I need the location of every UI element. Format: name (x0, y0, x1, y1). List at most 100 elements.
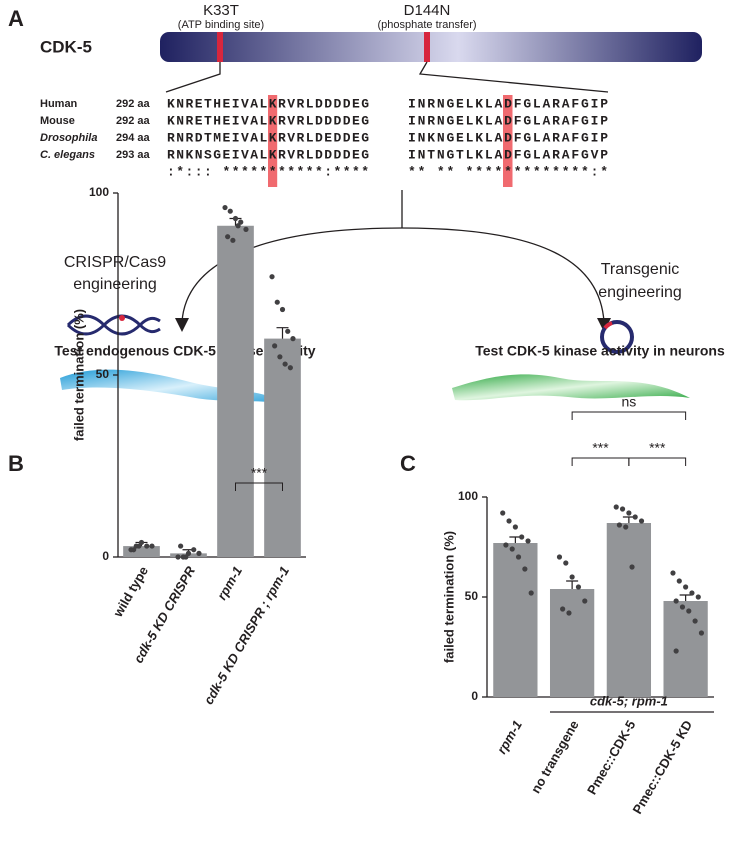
data-point (196, 550, 202, 556)
protein-bar (160, 32, 702, 62)
significance-bracket (571, 457, 630, 466)
data-point (563, 560, 569, 566)
data-point (225, 234, 231, 240)
test-label: Test CDK-5 kinase activity in neurons (475, 343, 725, 359)
data-point (629, 564, 635, 570)
worm (60, 369, 290, 405)
data-point (575, 584, 582, 590)
sequence: KNRETHEIVALKRVRLDDDDEG (167, 113, 369, 128)
y-tick-label: 100 (89, 185, 109, 199)
mutation-site (424, 32, 430, 62)
data-point (509, 546, 515, 552)
data-point (670, 570, 676, 576)
sequence: RNRDTMEIVALKRVRLDEDDEG (167, 130, 369, 145)
x-tick-label: cdk-5 KD CRISPR ; rpm-1 (201, 564, 292, 707)
x-tick-label: rpm-1 (494, 718, 525, 757)
data-point (689, 590, 695, 596)
panel-label: B (8, 451, 24, 476)
method-label: CRISPR/Cas9 (64, 254, 166, 271)
data-point (638, 518, 645, 524)
data-point (623, 524, 629, 530)
bar (493, 543, 538, 697)
data-point (282, 361, 288, 367)
data-point (679, 604, 686, 610)
data-point (673, 648, 679, 654)
sequence: KNRETHEIVALKRVRLDDDDEG (167, 96, 369, 111)
data-point (512, 524, 518, 530)
mutation-site-label: (ATP binding site) (178, 19, 264, 31)
data-point (616, 522, 622, 528)
bar (663, 601, 708, 697)
y-tick-label: 0 (102, 549, 109, 563)
y-axis-label: failed termination (%) (441, 531, 456, 663)
sequence: INTNGTLKLADFGLARAFGVP (408, 147, 608, 162)
data-point (272, 343, 278, 349)
significance-label: *** (251, 465, 268, 481)
length: 292 aa (116, 115, 151, 127)
zoom-line (418, 61, 609, 93)
data-point (503, 542, 509, 548)
data-point (515, 554, 522, 560)
panel-label: C (400, 451, 416, 476)
x-tick-label: Pmec::CDK-5 KD (629, 718, 695, 817)
protein-name: CDK-5 (40, 37, 92, 56)
arrowhead (597, 318, 611, 332)
length: 292 aa (116, 98, 151, 110)
x-tick-label: Pmec::CDK-5 (584, 718, 639, 797)
x-tick-label: rpm-1 (214, 564, 245, 603)
data-point (626, 510, 632, 516)
data-point (183, 554, 189, 560)
species: Mouse (40, 115, 75, 127)
data-point (191, 547, 197, 553)
data-point (676, 578, 682, 584)
worm (452, 374, 690, 401)
error-bar (679, 594, 692, 601)
data-point (519, 534, 525, 540)
y-tick-label: 100 (458, 489, 478, 503)
bar (549, 589, 595, 697)
species: Human (40, 98, 78, 110)
highlight (503, 95, 513, 187)
method-label: engineering (73, 276, 157, 293)
data-point (178, 543, 184, 549)
significance-label: *** (649, 440, 666, 456)
data-point (230, 237, 236, 243)
data-point (560, 606, 566, 612)
consensus: ** ** *************:* (408, 164, 608, 179)
dna-strand (66, 314, 161, 336)
mutation-site-label: (phosphate transfer) (377, 19, 476, 31)
data-point (613, 504, 619, 510)
highlight (268, 95, 278, 187)
data-point (619, 506, 626, 512)
sequence: INRNGELKLADFGLARAFGIP (408, 113, 608, 128)
data-point (285, 328, 291, 334)
data-point (290, 336, 296, 342)
alignment: Human 292 aa KNRETHEIVALKRVRLDDDDEG INRNGEL… (40, 96, 608, 179)
zoom-line (165, 62, 221, 93)
bar (217, 225, 254, 557)
data-point (287, 365, 293, 371)
data-point (528, 590, 534, 596)
sequence: RNKNSGEIVALKRVRLDDDDEG (167, 147, 369, 162)
mutation-site (217, 32, 223, 62)
data-point (227, 208, 233, 214)
data-point (149, 543, 155, 549)
data-point (692, 618, 698, 624)
data-point (506, 518, 512, 524)
sequence: INKNGELKLADFGLARAFGIP (408, 130, 608, 145)
consensus: :*::: ***********:**** (167, 164, 369, 179)
data-point (500, 510, 506, 516)
data-point (235, 223, 241, 229)
data-point (175, 554, 181, 560)
data-point (185, 550, 192, 556)
data-point (569, 574, 575, 580)
arrow (181, 227, 403, 323)
significance-label: ns (621, 394, 636, 410)
bar (606, 523, 652, 697)
y-tick-label: 0 (471, 689, 478, 703)
data-point (556, 554, 563, 560)
error-bar (276, 327, 289, 339)
data-point (269, 274, 275, 280)
mutation-name: D144N (404, 2, 451, 19)
data-point (238, 219, 244, 225)
